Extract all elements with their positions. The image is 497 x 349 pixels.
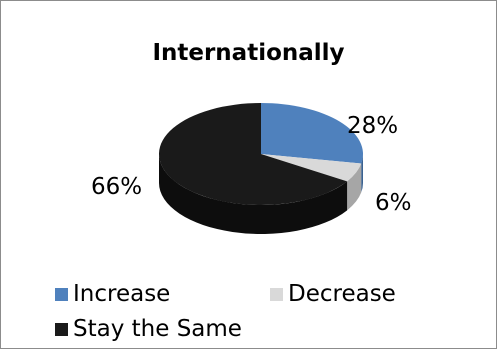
legend-swatch-increase (55, 287, 68, 301)
legend-label-decrease: Decrease (288, 281, 396, 307)
pie-slice-stay-same (159, 103, 348, 206)
pie-sides (159, 154, 363, 235)
data-label-stay-same: 66% (91, 174, 143, 200)
pie-slice-decrease (261, 154, 362, 182)
chart-title: Internationally (152, 40, 345, 66)
pie-side-decrease (347, 163, 362, 211)
legend-item-decrease: Decrease (270, 281, 396, 307)
data-label-decrease: 6% (375, 190, 412, 216)
pie-slice-increase (261, 103, 363, 164)
legend-label-stay-same: Stay the Same (73, 316, 242, 342)
legend-label-increase: Increase (73, 281, 171, 307)
pie-side-stay-same (159, 154, 348, 235)
pie-slices (159, 103, 363, 206)
legend-swatch-decrease (270, 287, 283, 301)
pie-side-increase (361, 154, 363, 193)
legend-item-stay-same: Stay the Same (55, 316, 242, 342)
data-label-increase: 28% (347, 113, 399, 139)
legend-swatch-stay-same (55, 322, 68, 336)
legend-item-increase: Increase (55, 281, 170, 307)
